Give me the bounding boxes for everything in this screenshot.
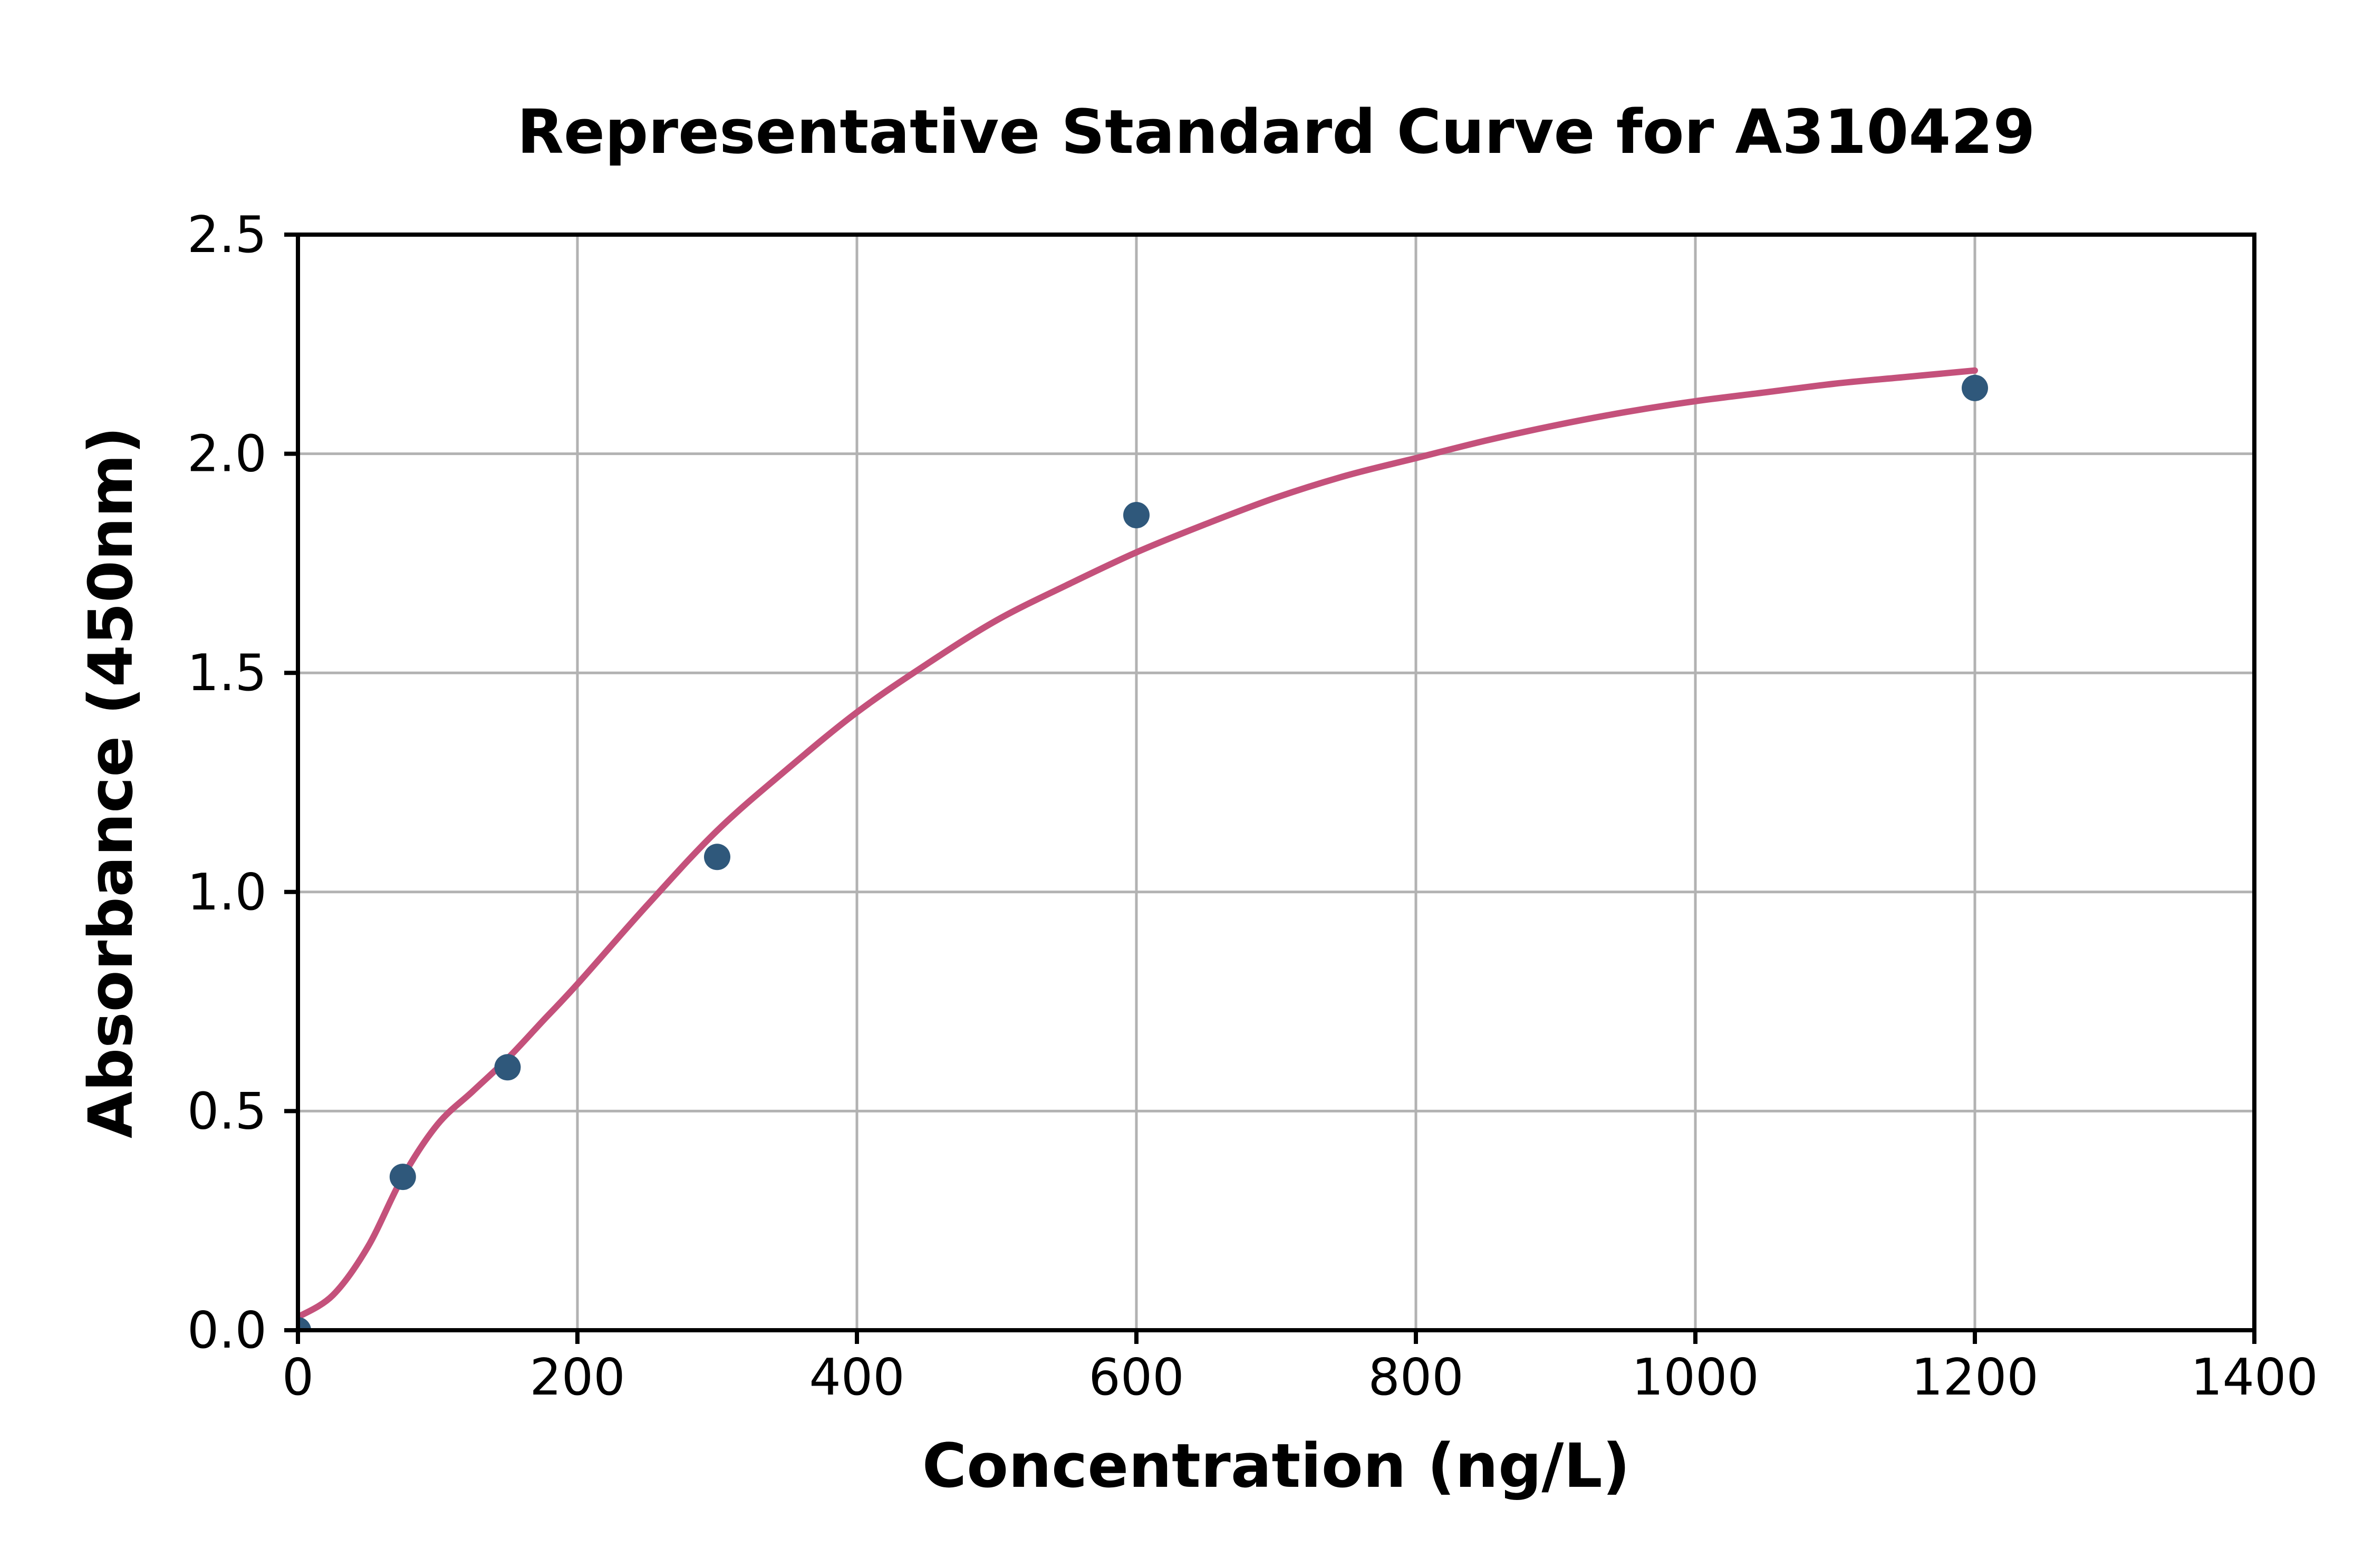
data-point-0 bbox=[298, 1317, 311, 1330]
fit-curve bbox=[298, 367, 1978, 1321]
y-tick-label-2: 2.0 bbox=[187, 425, 267, 483]
y-axis-label: Absorbance (450nm) bbox=[76, 427, 147, 1138]
x-tick-label-200: 200 bbox=[529, 1349, 625, 1407]
data-point-75 bbox=[389, 1164, 416, 1190]
data-point-600 bbox=[1123, 502, 1150, 528]
data-points-group bbox=[298, 374, 1988, 1330]
axis-ticks bbox=[284, 233, 2256, 1344]
data-point-150 bbox=[494, 1054, 521, 1081]
y-tick-label-0.5: 0.5 bbox=[187, 1082, 267, 1140]
plot-border bbox=[296, 233, 2256, 1332]
fit-curve-group bbox=[298, 367, 1978, 1321]
y-tick-label-2.5: 2.5 bbox=[187, 206, 267, 264]
gridlines bbox=[298, 235, 2254, 1330]
x-tick-label-600: 600 bbox=[1088, 1349, 1184, 1407]
x-tick-label-400: 400 bbox=[809, 1349, 904, 1407]
y-tick-label-1.5: 1.5 bbox=[187, 644, 267, 702]
x-tick-label-0: 0 bbox=[282, 1349, 314, 1407]
x-tick-label-1000: 1000 bbox=[1632, 1349, 1759, 1407]
tick-labels: 0 200 400 600 800 1000 1200 1400 0.0 0.5 1.0 1.5 2.0… bbox=[187, 206, 2318, 1407]
x-tick-label-800: 800 bbox=[1368, 1349, 1463, 1407]
x-tick-label-1400: 1400 bbox=[2191, 1349, 2318, 1407]
x-tick-label-1200: 1200 bbox=[1911, 1349, 2039, 1407]
data-point-1200 bbox=[1962, 374, 1988, 401]
y-tick-label-1: 1.0 bbox=[187, 864, 267, 922]
x-axis-label: Concentration (ng/L) bbox=[922, 1431, 1631, 1502]
chart-title: Representative Standard Curve for A31042… bbox=[517, 97, 2036, 168]
y-tick-label-0: 0.0 bbox=[187, 1302, 267, 1360]
data-point-300 bbox=[704, 844, 730, 870]
